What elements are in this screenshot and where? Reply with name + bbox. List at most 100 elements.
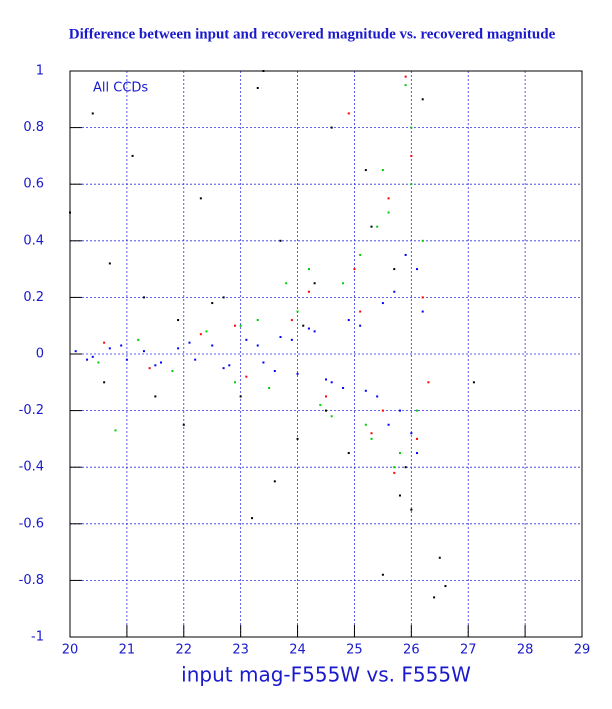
point bbox=[472, 381, 475, 384]
point bbox=[330, 415, 333, 418]
point bbox=[91, 112, 94, 115]
point bbox=[307, 268, 310, 271]
point bbox=[325, 378, 327, 381]
point bbox=[256, 319, 259, 322]
point bbox=[307, 327, 310, 330]
annotation: All CCDs bbox=[93, 81, 148, 96]
point bbox=[211, 344, 214, 347]
plot-frame bbox=[69, 70, 583, 638]
point bbox=[160, 361, 163, 364]
point bbox=[182, 423, 185, 426]
point bbox=[103, 381, 106, 384]
x-tick-label: 22 bbox=[176, 643, 193, 658]
point bbox=[256, 344, 259, 347]
point bbox=[421, 310, 424, 313]
point bbox=[433, 596, 436, 599]
point bbox=[262, 361, 265, 364]
point bbox=[233, 381, 236, 384]
point bbox=[364, 423, 367, 426]
point bbox=[91, 355, 94, 358]
point bbox=[120, 344, 123, 347]
point bbox=[421, 296, 424, 299]
point bbox=[188, 341, 191, 344]
point bbox=[285, 282, 288, 285]
point bbox=[171, 369, 174, 372]
point bbox=[239, 395, 242, 398]
point bbox=[410, 154, 413, 157]
point bbox=[381, 409, 384, 412]
point bbox=[381, 302, 384, 305]
point bbox=[325, 395, 327, 398]
y-tick-label: 1 bbox=[36, 64, 44, 79]
point bbox=[416, 437, 419, 440]
y-tick-label: -1 bbox=[31, 630, 44, 645]
point bbox=[393, 466, 396, 469]
point bbox=[393, 290, 396, 293]
point bbox=[330, 126, 333, 129]
point bbox=[427, 381, 430, 384]
point bbox=[353, 268, 356, 271]
point bbox=[137, 338, 140, 341]
point bbox=[398, 409, 401, 412]
point bbox=[370, 432, 373, 435]
point bbox=[222, 367, 225, 370]
point bbox=[290, 338, 293, 341]
point bbox=[393, 471, 396, 474]
point bbox=[347, 112, 350, 115]
point bbox=[398, 494, 401, 497]
point bbox=[69, 211, 71, 214]
point bbox=[108, 262, 111, 265]
point bbox=[410, 508, 413, 511]
point bbox=[142, 350, 145, 353]
point bbox=[416, 452, 419, 455]
point bbox=[233, 324, 236, 327]
point bbox=[199, 333, 202, 336]
point bbox=[74, 350, 77, 353]
point bbox=[421, 98, 424, 101]
point bbox=[245, 338, 248, 341]
point bbox=[404, 253, 407, 256]
y-tick-label: 0.4 bbox=[23, 233, 44, 248]
point bbox=[273, 369, 276, 372]
y-tick-label: 0.8 bbox=[23, 120, 44, 135]
point bbox=[359, 324, 362, 327]
point bbox=[330, 381, 333, 384]
point bbox=[364, 169, 367, 172]
point bbox=[313, 330, 316, 333]
point bbox=[410, 126, 413, 129]
x-tick-label: 21 bbox=[119, 643, 136, 658]
y-tick-label: 0 bbox=[36, 347, 44, 362]
point bbox=[296, 310, 299, 313]
x-tick-label: 29 bbox=[574, 643, 591, 658]
point bbox=[404, 466, 407, 469]
point bbox=[307, 290, 310, 293]
point bbox=[313, 282, 316, 285]
point bbox=[194, 358, 197, 361]
y-tick-label: -0.8 bbox=[19, 573, 44, 588]
point bbox=[381, 169, 384, 172]
point bbox=[302, 324, 305, 327]
point bbox=[205, 330, 208, 333]
point bbox=[342, 386, 345, 389]
point bbox=[416, 268, 419, 271]
y-tick-label: -0.4 bbox=[19, 460, 44, 475]
point bbox=[387, 423, 390, 426]
point bbox=[268, 386, 271, 389]
point bbox=[114, 429, 117, 432]
point bbox=[325, 409, 327, 412]
point bbox=[381, 573, 384, 576]
point bbox=[359, 310, 362, 313]
point bbox=[154, 364, 157, 367]
point bbox=[239, 324, 242, 327]
point bbox=[131, 154, 134, 157]
point bbox=[177, 347, 180, 350]
point bbox=[273, 480, 276, 483]
y-tick-label: -0.2 bbox=[19, 403, 44, 418]
point bbox=[211, 302, 214, 305]
point bbox=[245, 375, 248, 378]
point bbox=[387, 197, 390, 200]
x-tick-label: 24 bbox=[289, 643, 306, 658]
x-tick-label: 25 bbox=[346, 643, 363, 658]
point bbox=[97, 361, 100, 364]
point bbox=[228, 364, 231, 367]
